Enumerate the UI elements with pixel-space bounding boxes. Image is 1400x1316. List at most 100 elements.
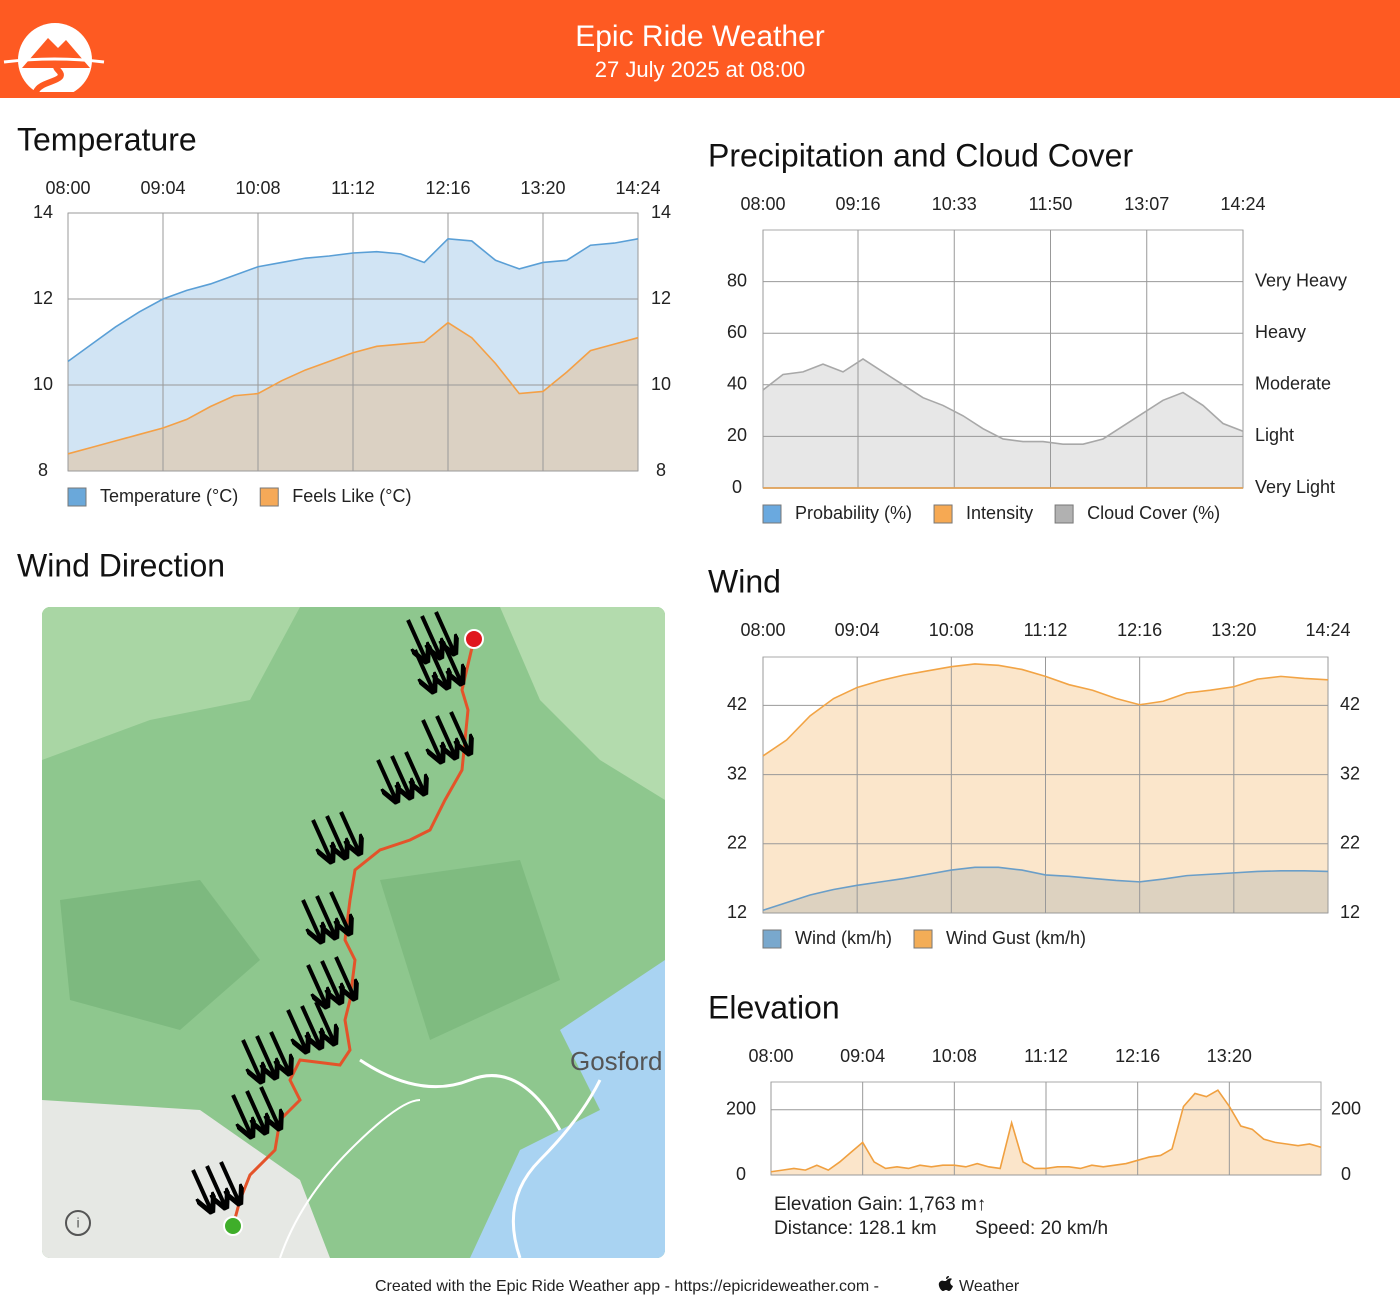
subtitle: 27 July 2025 at 08:00 [595,57,805,82]
chart-title: Temperature [17,121,197,157]
wind-arrow [231,1094,251,1135]
wind-arrow [376,759,396,800]
chart-title: Elevation [708,989,840,1025]
legend-label: Feels Like (°C) [292,486,411,506]
x-tick-label: 11:12 [1024,620,1068,640]
x-tick-label: 08:00 [740,620,785,640]
y2-tick-label: 42 [1340,694,1360,714]
wind-arrow [404,751,424,792]
wind-arrow [191,1169,211,1210]
y-tick-label: 12 [727,902,747,922]
legend-swatch [67,487,87,507]
wind-arrow [441,641,461,682]
wind-arrow [314,1001,334,1042]
x-tick-label: 14:24 [1305,620,1350,640]
y2-tick-label: 8 [656,460,666,480]
x-tick-label: 10:08 [929,620,974,640]
y-tick-label: 80 [727,270,747,290]
legend-label: Wind (km/h) [795,928,892,948]
x-tick-label: 13:20 [1207,1046,1252,1066]
wind-arrow [421,719,441,760]
y-tick-label: 14 [33,202,53,222]
svg-text:i: i [76,1215,79,1231]
wind-arrow [406,619,426,660]
plot-frame [762,229,1244,489]
legend-label: Temperature (°C) [100,486,238,506]
wind-arrow [245,1090,265,1131]
wind-arrow [205,1165,225,1206]
y-tick-label: 32 [727,763,747,783]
legend-label: Intensity [966,503,1033,523]
legend-label: Probability (%) [795,503,912,523]
wind-arrow [413,649,433,690]
x-tick-label: 08:00 [748,1046,793,1066]
map: i Gosford [42,607,665,1258]
x-tick-label: 08:00 [740,194,785,214]
legend-swatch [933,504,953,524]
wind-arrow [255,1035,275,1076]
wind-arrow [427,645,447,686]
y2-tick-label: 0 [1341,1164,1351,1184]
series-line [762,663,1329,757]
x-tick-label: 09:04 [840,1046,885,1066]
wind-arrow [300,1005,320,1046]
wind-arrow [435,715,455,756]
legend-swatch [1054,504,1074,524]
y2-tick-label: 10 [651,374,671,394]
annotation: Speed: 20 km/h [975,1218,1108,1239]
x-tick-label: 11:12 [1024,1046,1068,1066]
wind-arrow [259,1086,279,1127]
y-tick-label: 0 [736,1164,746,1184]
wind-arrow [286,1009,306,1050]
y2-tick-label: 12 [1340,902,1360,922]
wind-arrow [434,611,454,652]
footer-credit: Created with the Epic Ride Weather app -… [375,1278,879,1295]
wind-arrow [269,1031,289,1072]
wind-arrow [339,811,359,852]
series-line [67,237,639,362]
chart-title: Wind [708,563,781,599]
header-bar [0,0,1400,98]
y-tick-label: 200 [726,1098,756,1118]
y2-tick-label: 200 [1331,1098,1361,1118]
legend-swatch [913,929,933,949]
wind-arrow [315,895,335,936]
y-tick-label: 8 [38,460,48,480]
y2-tick-label: Light [1255,425,1294,445]
y2-tick-label: 12 [651,288,671,308]
y2-tick-label: Very Heavy [1255,270,1347,290]
wind-arrow [420,615,440,656]
y-tick-label: 40 [727,374,747,394]
y2-tick-label: Moderate [1255,374,1331,394]
x-tick-label: 14:24 [1220,194,1265,214]
legend-label: Cloud Cover (%) [1087,503,1220,523]
x-tick-label: 09:04 [140,178,185,198]
legend-label: Wind Gust (km/h) [946,928,1086,948]
apple-logo [938,1276,953,1291]
x-tick-label: 11:12 [331,178,375,198]
place-label: Gosford [570,1046,663,1076]
footer-source: Weather [959,1278,1020,1295]
x-tick-label: 10:08 [932,1046,977,1066]
map-title: Wind Direction [17,547,225,583]
wind-arrow [449,711,469,752]
series-line [67,321,639,455]
y-tick-label: 0 [732,477,742,497]
x-tick-label: 12:16 [1117,620,1162,640]
x-tick-label: 11:50 [1029,194,1073,214]
x-tick-label: 10:08 [235,178,280,198]
legend-swatch [762,504,782,524]
legend-swatch [259,487,279,507]
y-tick-label: 22 [727,833,747,853]
legend-swatch [762,929,782,949]
chart-title: Precipitation and Cloud Cover [708,137,1133,173]
x-tick-label: 13:07 [1124,194,1169,214]
app-title: Epic Ride Weather [575,20,825,53]
y-tick-label: 12 [33,288,53,308]
series-line [770,1089,1322,1173]
annotation: Distance: 128.1 km [774,1218,937,1239]
x-tick-label: 10:33 [932,194,977,214]
x-tick-label: 09:04 [835,620,880,640]
y-tick-label: 20 [727,425,747,445]
